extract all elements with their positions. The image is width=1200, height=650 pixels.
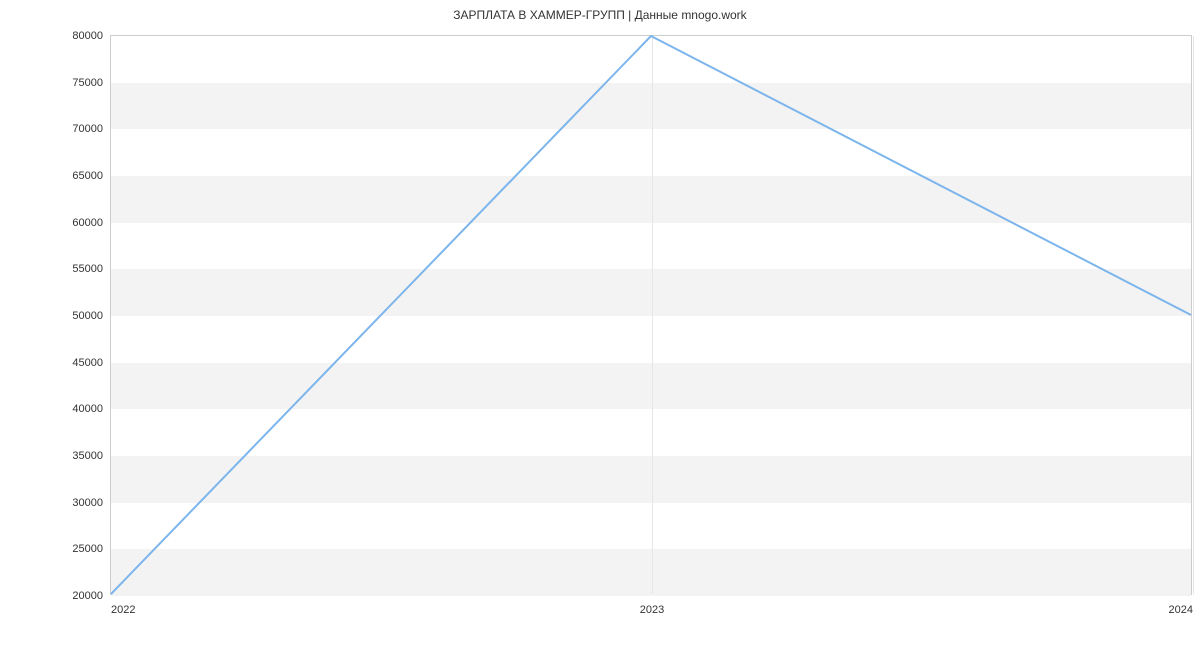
y-tick-label: 35000 <box>72 450 111 462</box>
x-tick-label: 2022 <box>111 604 135 616</box>
y-tick-label: 75000 <box>72 77 111 89</box>
plot-area: 2000025000300003500040000450005000055000… <box>110 35 1192 595</box>
x-tick-label: 2024 <box>1169 604 1193 616</box>
salary-chart: ЗАРПЛАТА В ХАММЕР-ГРУПП | Данные mnogo.w… <box>0 0 1200 650</box>
y-tick-label: 40000 <box>72 403 111 415</box>
y-tick-label: 50000 <box>72 310 111 322</box>
series-line-salary <box>111 36 1191 594</box>
y-tick-label: 60000 <box>72 217 111 229</box>
y-tick-label: 80000 <box>72 30 111 42</box>
y-tick-label: 25000 <box>72 543 111 555</box>
x-gridline <box>1193 36 1194 594</box>
y-tick-label: 20000 <box>72 590 111 602</box>
y-tick-label: 30000 <box>72 497 111 509</box>
y-tick-label: 55000 <box>72 263 111 275</box>
x-tick-label: 2023 <box>640 604 664 616</box>
y-tick-label: 70000 <box>72 123 111 135</box>
y-tick-label: 45000 <box>72 357 111 369</box>
chart-title: ЗАРПЛАТА В ХАММЕР-ГРУПП | Данные mnogo.w… <box>0 0 1200 22</box>
y-tick-label: 65000 <box>72 170 111 182</box>
chart-line-layer <box>111 36 1191 594</box>
